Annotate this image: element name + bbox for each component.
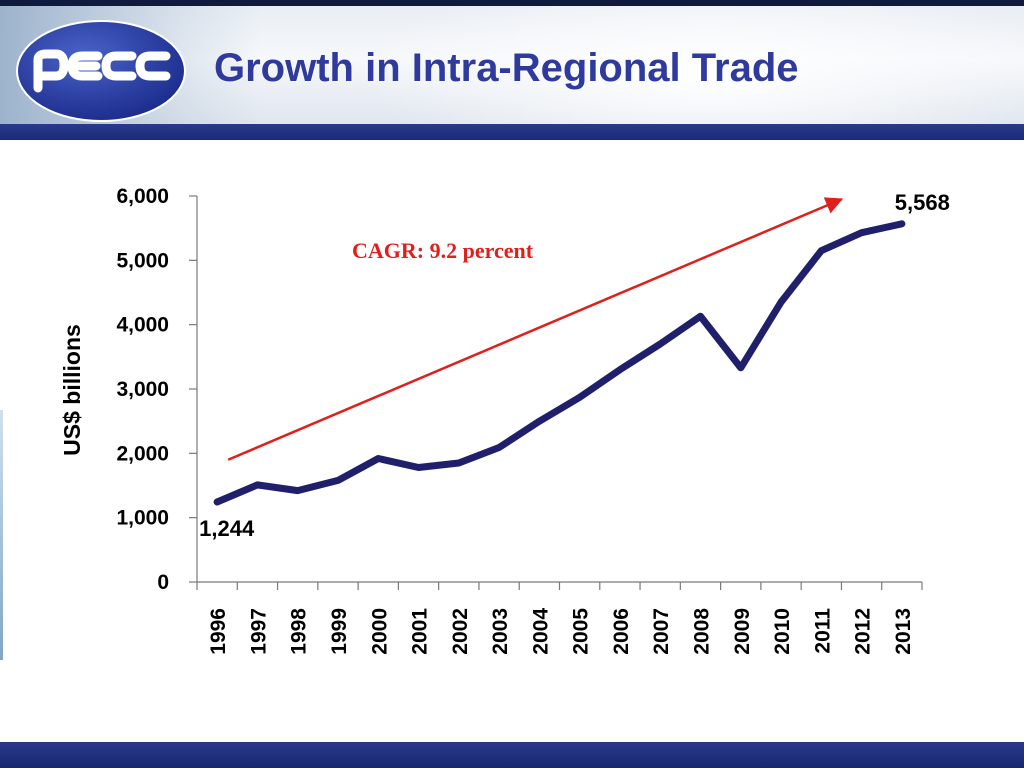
x-tick-label: 2013 <box>892 608 915 655</box>
y-tick-label: 4,000 <box>116 314 169 337</box>
y-tick-label: 2,000 <box>116 442 169 465</box>
top-border <box>0 0 1024 6</box>
x-tick-label: 2010 <box>771 608 794 655</box>
x-tick-label: 2006 <box>610 608 633 655</box>
x-tick-label: 1996 <box>207 608 230 655</box>
x-tick-label: 2003 <box>489 608 512 655</box>
data-labels: 1,244 5,568 <box>199 190 950 541</box>
pecc-logo <box>16 20 186 122</box>
y-axis: 0 1,000 2,000 3,000 4,000 5,000 6,000 <box>116 185 198 594</box>
y-axis-label: US$ billions <box>59 324 85 456</box>
x-tick-label: 2002 <box>449 608 472 655</box>
x-tick-label: 2009 <box>731 608 754 655</box>
x-tick-label: 1997 <box>247 608 270 655</box>
data-label: 1,244 <box>199 516 255 541</box>
x-tick-label: 2008 <box>690 608 713 655</box>
x-tick-label: 1998 <box>288 608 311 655</box>
x-tick-label: 2004 <box>529 608 552 655</box>
x-tick-label: 2001 <box>409 608 432 655</box>
trade-line-chart: 0 1,000 2,000 3,000 4,000 5,000 6,000 1996 1997… <box>59 185 950 655</box>
y-tick-label: 3,000 <box>116 378 169 401</box>
x-tick-label: 2000 <box>368 608 391 655</box>
x-tick-label: 2005 <box>570 608 593 655</box>
slide-header: Growth in Intra-Regional Trade <box>0 6 1024 124</box>
y-tick-label: 0 <box>157 571 169 594</box>
x-axis: 1996 1997 1998 1999 2000 2001 2002 2003 2004 2005… <box>196 581 923 655</box>
slide-title: Growth in Intra-Regional Trade <box>214 46 799 90</box>
y-tick-label: 6,000 <box>116 185 169 208</box>
cagr-arrow <box>227 197 844 461</box>
footer-bar <box>0 742 1024 768</box>
data-label: 5,568 <box>895 190 950 215</box>
series-line <box>213 220 906 506</box>
y-tick-label: 1,000 <box>116 507 169 530</box>
x-tick-label: 2011 <box>811 608 834 654</box>
header-bar <box>0 124 1024 140</box>
x-tick-label: 2012 <box>852 608 875 655</box>
cagr-annotation: CAGR: 9.2 percent <box>352 238 534 263</box>
x-tick-label: 1999 <box>328 608 351 655</box>
y-tick-label: 5,000 <box>116 249 169 272</box>
x-tick-label: 2007 <box>650 608 673 655</box>
header-cloud-backdrop <box>360 6 1024 124</box>
left-decoration-strip <box>0 410 3 660</box>
